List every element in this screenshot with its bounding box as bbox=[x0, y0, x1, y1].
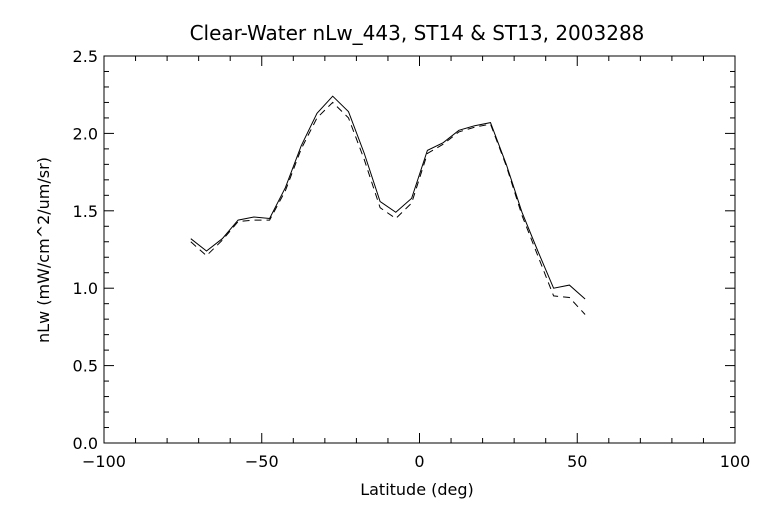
y-axis-label: nLw (mW/cm^2/um/sr) bbox=[34, 157, 53, 343]
series-layer bbox=[190, 95, 586, 315]
axis-ticks: −100 −50 0 50 100 0.0 0.5 1.0 1.5 2.0 2.5 bbox=[73, 47, 751, 471]
x-tick-label: −100 bbox=[82, 452, 126, 471]
y-tick-label: 1.0 bbox=[73, 279, 98, 298]
series-line-solid bbox=[190, 95, 586, 300]
x-tick-label: 50 bbox=[567, 452, 587, 471]
y-tick-label: 2.0 bbox=[73, 124, 98, 143]
y-tick-label: 2.5 bbox=[73, 47, 98, 66]
plot-frame bbox=[103, 55, 736, 444]
series-line-dashed bbox=[190, 101, 586, 315]
y-tick-label: 0.0 bbox=[73, 434, 98, 453]
y-tick-label: 0.5 bbox=[73, 357, 98, 376]
x-tick-label: 100 bbox=[720, 452, 751, 471]
x-tick-label: 0 bbox=[414, 452, 424, 471]
x-tick-label: −50 bbox=[245, 452, 279, 471]
x-axis-label: Latitude (deg) bbox=[360, 480, 474, 499]
chart-title: Clear-Water nLw_443, ST14 & ST13, 200328… bbox=[190, 21, 645, 45]
y-tick-label: 1.5 bbox=[73, 202, 98, 221]
